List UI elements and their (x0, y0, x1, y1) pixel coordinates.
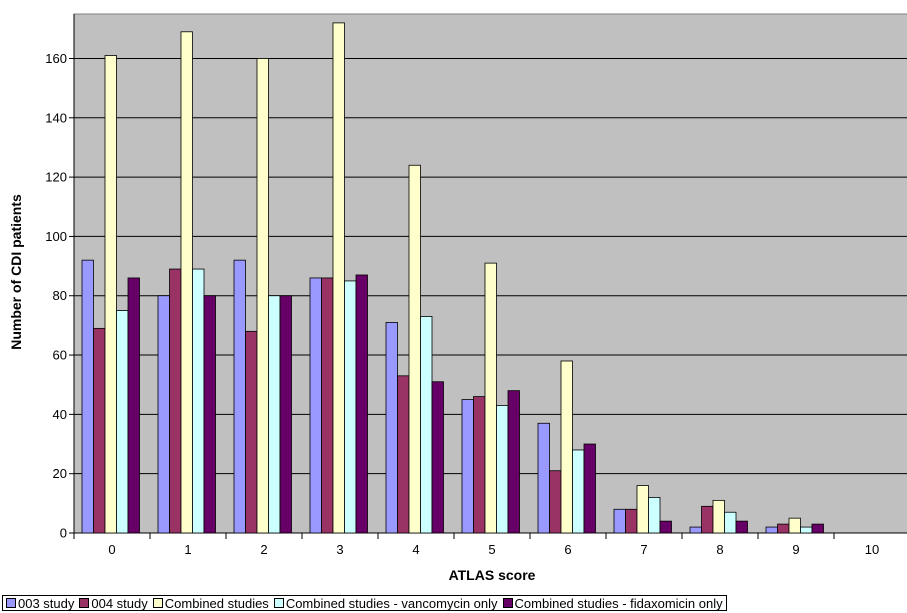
bar (385, 322, 398, 534)
legend-label: Combined studies - vancomycin only (285, 595, 498, 611)
bar (420, 316, 433, 534)
bar (537, 422, 550, 534)
bar (735, 520, 748, 534)
y-tick-label: 80 (53, 288, 67, 303)
legend-item: Combined studies (152, 595, 269, 611)
bar (572, 449, 585, 534)
bar (689, 526, 702, 534)
y-axis-title: Number of CDI patients (8, 194, 24, 350)
x-tick-label: 8 (716, 542, 723, 557)
bar (332, 22, 345, 534)
legend-swatch (79, 598, 90, 608)
legend-swatch (6, 598, 16, 608)
bar (233, 259, 246, 534)
bar (321, 277, 334, 534)
bar (81, 259, 94, 534)
x-tick-label: 5 (488, 542, 495, 557)
x-tick-label: 2 (260, 542, 267, 557)
bar (104, 55, 117, 534)
bar (507, 390, 520, 534)
bar (93, 327, 106, 534)
bar (355, 274, 368, 534)
bar (256, 58, 269, 534)
bar (701, 505, 714, 534)
y-tick-label: 20 (53, 466, 67, 481)
x-axis-title: ATLAS score (449, 567, 536, 583)
y-tick-label: 40 (53, 407, 67, 422)
bar (724, 511, 737, 534)
legend: 003 study 004 study Combined studies Combin… (2, 595, 727, 611)
bar (180, 31, 193, 534)
bar (712, 499, 725, 534)
legend-label: 004 study (91, 595, 148, 611)
legend-item: 004 study (79, 595, 148, 611)
x-tick-label: 10 (865, 542, 879, 557)
legend-item: 003 study (6, 596, 74, 611)
bar (461, 399, 474, 534)
x-tick-label: 9 (792, 542, 799, 557)
y-tick-label: 100 (45, 229, 67, 244)
legend-swatch (273, 598, 284, 608)
bar (397, 375, 410, 534)
plot-area: 0 20 40 60 80 100 120 140 160 0 1 2 3 4 5 6 7 8 9 10 (45, 13, 907, 557)
bar (344, 280, 357, 534)
bar (279, 295, 292, 534)
bar (309, 277, 322, 534)
legend-swatch (152, 598, 163, 608)
x-tick-label: 6 (564, 542, 571, 557)
bar (583, 443, 596, 534)
bar (811, 523, 824, 534)
bar (473, 396, 486, 534)
bar (157, 295, 170, 534)
bar (245, 330, 258, 534)
legend-swatch (502, 598, 513, 608)
bar (431, 381, 444, 534)
bar (777, 523, 790, 534)
legend-label: 003 study (18, 595, 75, 611)
x-tick-label: 0 (108, 542, 115, 557)
bar (484, 262, 497, 534)
legend-label: Combined studies - fidaxomicin only (514, 595, 723, 611)
bar (116, 310, 129, 534)
legend-item: Combined studies - vancomycin only (273, 595, 498, 611)
bar-chart: 0 20 40 60 80 100 120 140 160 0 1 2 3 4 5 6 7 8 9 10 Number… (8, 13, 907, 583)
bar (765, 526, 778, 534)
bar (800, 526, 813, 534)
x-tick-label: 3 (336, 542, 343, 557)
bar (192, 268, 205, 534)
legend-label: Combined studies (164, 595, 269, 611)
bar (625, 508, 638, 534)
legend-item: Combined studies - fidaxomicin only (502, 595, 723, 611)
y-tick-label: 160 (45, 51, 67, 66)
bar (268, 295, 281, 534)
bar (127, 277, 140, 534)
y-tick-label: 140 (45, 110, 67, 125)
bar (560, 360, 573, 534)
bar (659, 520, 672, 534)
bar (408, 164, 421, 534)
y-tick-label: 60 (53, 348, 67, 363)
bar (636, 485, 649, 534)
bar (169, 268, 182, 534)
bar (496, 405, 509, 534)
y-tick-label: 120 (45, 170, 67, 185)
bar (203, 295, 216, 534)
x-tick-label: 4 (412, 542, 419, 557)
bar (648, 497, 661, 534)
bar (613, 508, 626, 534)
y-tick-label: 0 (60, 526, 67, 541)
bar (788, 517, 801, 534)
x-tick-label: 1 (184, 542, 191, 557)
x-tick-label: 7 (640, 542, 647, 557)
bar (549, 470, 562, 534)
